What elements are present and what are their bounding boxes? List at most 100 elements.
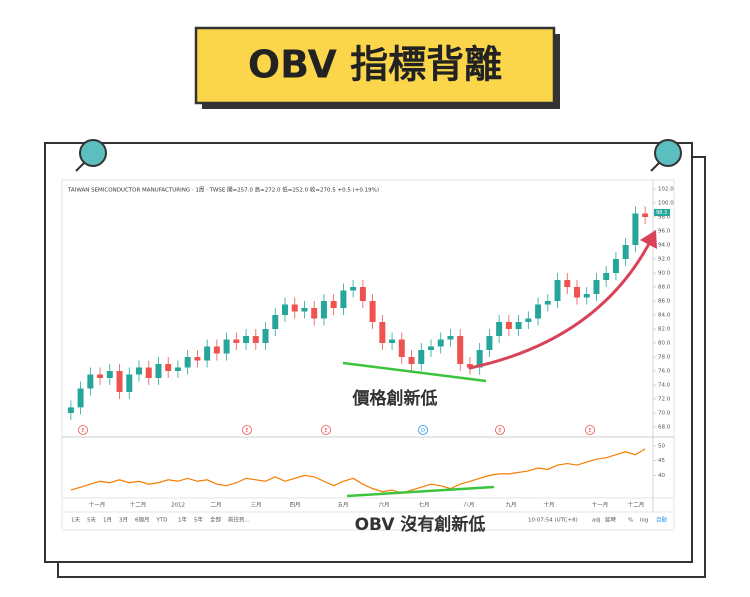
y-tick-label: 68.0 bbox=[658, 425, 671, 431]
candle-body bbox=[233, 339, 240, 343]
candle-body bbox=[583, 294, 590, 298]
candle-body bbox=[535, 304, 542, 319]
y-tick-label: 50 bbox=[658, 443, 665, 449]
toolbar-button[interactable]: 3月 bbox=[119, 517, 128, 524]
x-tick-label: 五月 bbox=[337, 502, 348, 509]
x-tick-label: 三月 bbox=[250, 502, 261, 509]
toolbar-button[interactable]: 5年 bbox=[194, 516, 203, 524]
candle-body bbox=[350, 287, 357, 291]
toolbar-button: 10:07:54 (UTC+8) bbox=[528, 518, 578, 524]
candle-body bbox=[155, 364, 162, 378]
toolbar-button[interactable]: 1年 bbox=[178, 516, 187, 524]
pin-needle bbox=[75, 162, 85, 172]
candle-body bbox=[184, 357, 191, 368]
candle-body bbox=[213, 346, 220, 354]
toolbar-button[interactable]: adj bbox=[592, 518, 601, 524]
candle-body bbox=[379, 322, 386, 343]
title: OBV 指標背離 bbox=[248, 43, 502, 87]
candle-body bbox=[574, 287, 580, 298]
candle-body bbox=[291, 304, 298, 312]
obv-low-line bbox=[346, 485, 495, 498]
candle-body bbox=[603, 273, 610, 280]
candle-body bbox=[496, 322, 503, 336]
toolbar-button[interactable]: 延時 bbox=[605, 516, 617, 524]
event-label: D bbox=[421, 428, 425, 434]
candle-body bbox=[408, 357, 415, 364]
candle-body bbox=[428, 346, 434, 350]
candle-body bbox=[369, 301, 376, 322]
x-tick-label: 九月 bbox=[505, 501, 516, 509]
x-tick-label: 2012 bbox=[171, 503, 185, 509]
candle-body bbox=[272, 315, 279, 329]
price-tag: 98.3 bbox=[656, 210, 667, 216]
candle-body bbox=[204, 346, 211, 361]
toolbar-button[interactable]: log bbox=[640, 518, 648, 524]
x-tick-label: 十月 bbox=[543, 501, 554, 509]
x-tick-label: 六月 bbox=[378, 501, 389, 509]
y-tick-label: 72.0 bbox=[658, 397, 671, 403]
event-label: E bbox=[324, 428, 327, 434]
x-tick-label: 八月 bbox=[463, 502, 474, 509]
event-label: E bbox=[245, 428, 248, 434]
candle-body bbox=[340, 290, 347, 308]
y-tick-label: 84.0 bbox=[658, 313, 671, 319]
title-box bbox=[194, 26, 556, 105]
toolbar-button[interactable]: 全部 bbox=[210, 516, 222, 524]
candle-body bbox=[418, 350, 425, 364]
y-tick-label: 88.0 bbox=[658, 285, 671, 291]
x-tick-label: 七月 bbox=[418, 501, 429, 509]
toolbar-button[interactable]: 自動 bbox=[656, 516, 668, 524]
toolbar-button[interactable]: YTD bbox=[156, 518, 168, 524]
candle-body bbox=[243, 336, 250, 343]
y-tick-label: 90.0 bbox=[658, 271, 671, 277]
price-tag-bg bbox=[654, 209, 670, 216]
annotation: OBV 沒有創新低 bbox=[355, 514, 486, 535]
candle-body bbox=[87, 374, 94, 389]
x-tick-label: 四月 bbox=[289, 502, 300, 509]
candle-body bbox=[116, 371, 123, 392]
candle-body bbox=[194, 357, 201, 361]
candle-body bbox=[262, 329, 269, 343]
price-low-line bbox=[342, 361, 487, 383]
candle-body bbox=[398, 339, 405, 357]
trend-arrowhead bbox=[640, 230, 657, 249]
y-tick-label: 82.0 bbox=[658, 327, 671, 333]
candle-body bbox=[515, 322, 522, 329]
y-tick-label: 98.0 bbox=[658, 215, 671, 221]
annotation: 價格創新低 bbox=[352, 388, 438, 409]
event-marker bbox=[321, 425, 331, 435]
toolbar-button[interactable]: 6個月 bbox=[135, 516, 150, 524]
y-tick-label: 78.0 bbox=[658, 355, 671, 361]
pin-needle bbox=[650, 162, 660, 172]
y-tick-label: 96.0 bbox=[658, 229, 671, 235]
x-tick-label: 十二月 bbox=[628, 501, 645, 509]
candle-body bbox=[544, 301, 551, 305]
y-tick-label: 94.0 bbox=[658, 243, 671, 249]
candle-body bbox=[165, 364, 172, 371]
candle-body bbox=[126, 374, 133, 392]
x-tick-label: 十一月 bbox=[592, 501, 609, 509]
toolbar-button[interactable]: 1天 bbox=[71, 517, 80, 524]
candle-body bbox=[466, 364, 473, 368]
toolbar-button[interactable]: 前往到... bbox=[228, 516, 250, 524]
candle-body bbox=[486, 336, 493, 350]
event-marker bbox=[418, 425, 428, 435]
toolbar-button[interactable]: % bbox=[628, 518, 633, 524]
event-marker bbox=[585, 425, 595, 435]
candle-body bbox=[282, 304, 288, 315]
toolbar-button[interactable]: 5天 bbox=[87, 517, 96, 524]
x-tick-label: 二月 bbox=[210, 502, 221, 509]
candle-body bbox=[437, 339, 444, 347]
candle-body bbox=[593, 280, 600, 294]
candle-body bbox=[106, 371, 113, 378]
obv-line bbox=[70, 448, 646, 494]
candle-body bbox=[642, 213, 649, 217]
candle-body bbox=[174, 367, 181, 371]
candle-body bbox=[67, 407, 74, 413]
candle-body bbox=[311, 308, 318, 319]
y-tick-label: 70.0 bbox=[658, 411, 671, 417]
y-tick-label: 100.0 bbox=[658, 201, 674, 207]
toolbar-button[interactable]: 1月 bbox=[103, 517, 112, 524]
candle-body bbox=[564, 280, 571, 287]
